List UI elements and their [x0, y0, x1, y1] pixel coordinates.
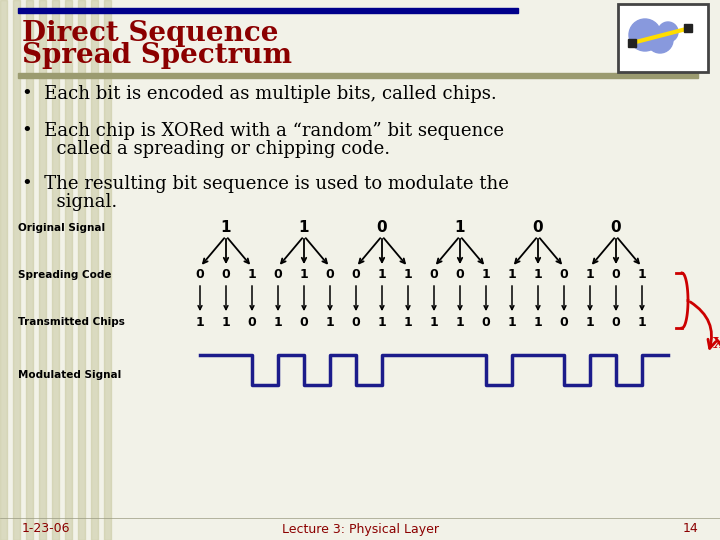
Text: 1: 1	[482, 268, 490, 281]
Bar	[78, 0, 85, 540]
Text: 0: 0	[274, 268, 282, 281]
Text: XOR: XOR	[713, 337, 720, 351]
Bar	[18, 73, 698, 78]
Text: 0: 0	[300, 315, 308, 328]
Text: Spreading Code: Spreading Code	[18, 270, 112, 280]
Bar	[0, 0, 7, 540]
Text: 1: 1	[222, 315, 230, 328]
Bar	[39, 0, 46, 540]
Text: signal.: signal.	[22, 193, 117, 211]
Text: Modulated Signal: Modulated Signal	[18, 370, 121, 380]
Bar	[104, 0, 111, 540]
Text: 1: 1	[196, 315, 204, 328]
Text: 0: 0	[559, 315, 568, 328]
Text: 1: 1	[585, 315, 595, 328]
Bar	[13, 0, 20, 540]
Text: 1: 1	[585, 268, 595, 281]
Bar	[618, 4, 708, 72]
Text: called a spreading or chipping code.: called a spreading or chipping code.	[22, 140, 390, 158]
Bar	[91, 0, 98, 540]
Text: •  Each chip is XORed with a “random” bit sequence: • Each chip is XORed with a “random” bit…	[22, 122, 504, 140]
Text: 1: 1	[638, 268, 647, 281]
Text: 1: 1	[456, 315, 464, 328]
Text: 1: 1	[300, 268, 308, 281]
Bar	[65, 0, 72, 540]
Bar	[628, 39, 636, 47]
Text: 1: 1	[638, 315, 647, 328]
Circle shape	[647, 27, 673, 53]
Text: 1: 1	[221, 220, 231, 235]
Bar	[18, 8, 518, 13]
Text: 0: 0	[351, 268, 361, 281]
Circle shape	[629, 19, 661, 51]
Text: 1: 1	[248, 268, 256, 281]
Bar	[26, 0, 33, 540]
Text: •  The resulting bit sequence is used to modulate the: • The resulting bit sequence is used to …	[22, 175, 509, 193]
Text: 0: 0	[325, 268, 334, 281]
Text: 1: 1	[377, 315, 387, 328]
Text: 1-23-06: 1-23-06	[22, 523, 71, 536]
Text: •  Each bit is encoded as multiple bits, called chips.: • Each bit is encoded as multiple bits, …	[22, 85, 497, 103]
Text: 0: 0	[611, 315, 621, 328]
Text: 0: 0	[351, 315, 361, 328]
Text: Lecture 3: Physical Layer: Lecture 3: Physical Layer	[282, 523, 438, 536]
Text: Direct Sequence: Direct Sequence	[22, 20, 279, 47]
Bar	[52, 0, 59, 540]
Text: 0: 0	[482, 315, 490, 328]
Text: 1: 1	[430, 315, 438, 328]
Text: Spread Spectrum: Spread Spectrum	[22, 42, 292, 69]
Text: 1: 1	[325, 315, 334, 328]
Text: 14: 14	[683, 523, 698, 536]
Text: Transmitted Chips: Transmitted Chips	[18, 317, 125, 327]
Text: 1: 1	[508, 268, 516, 281]
Text: 1: 1	[534, 315, 542, 328]
Text: 1: 1	[404, 315, 413, 328]
Text: 1: 1	[299, 220, 310, 235]
Bar	[684, 24, 692, 32]
Text: 0: 0	[430, 268, 438, 281]
Text: 0: 0	[611, 220, 621, 235]
Text: 0: 0	[196, 268, 204, 281]
Text: 0: 0	[611, 268, 621, 281]
Text: 0: 0	[222, 268, 230, 281]
Text: 0: 0	[377, 220, 387, 235]
Circle shape	[658, 22, 678, 42]
Text: 0: 0	[559, 268, 568, 281]
Text: 1: 1	[404, 268, 413, 281]
Text: 1: 1	[534, 268, 542, 281]
Text: 1: 1	[377, 268, 387, 281]
Text: 0: 0	[248, 315, 256, 328]
Text: 1: 1	[455, 220, 465, 235]
Text: Original Signal: Original Signal	[18, 223, 105, 233]
Text: 1: 1	[274, 315, 282, 328]
Text: 1: 1	[508, 315, 516, 328]
Text: 0: 0	[456, 268, 464, 281]
Text: 0: 0	[533, 220, 544, 235]
